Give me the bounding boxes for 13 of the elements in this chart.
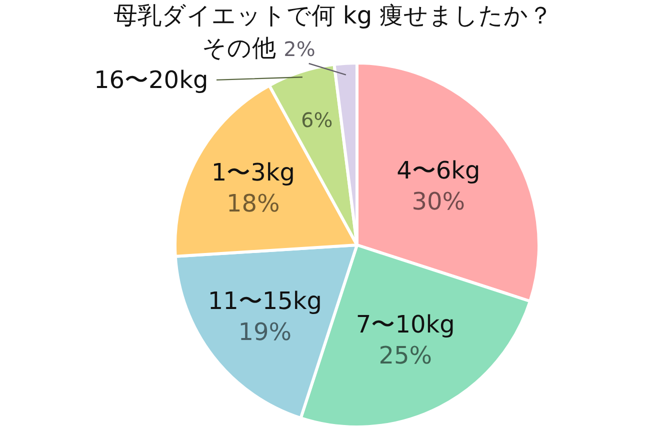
data-label: 6% bbox=[301, 108, 333, 132]
data-label: 19% bbox=[238, 318, 292, 346]
data-label: 2% bbox=[284, 37, 316, 61]
slice-label: 4〜6kg bbox=[396, 156, 480, 184]
slice-label: 7〜10kg bbox=[356, 310, 455, 338]
slice-label: 1〜3kg bbox=[211, 158, 295, 186]
data-label: 30% bbox=[412, 187, 466, 216]
slice-label: 11〜15kg bbox=[208, 286, 322, 315]
data-label: 25% bbox=[378, 342, 432, 370]
chart-title: 母乳ダイエットで何 kg 痩せましたか？ bbox=[113, 1, 553, 30]
slice-label: 16〜20kg bbox=[94, 66, 208, 94]
slice-label: その他 bbox=[202, 34, 276, 62]
data-label: 18% bbox=[226, 190, 280, 218]
